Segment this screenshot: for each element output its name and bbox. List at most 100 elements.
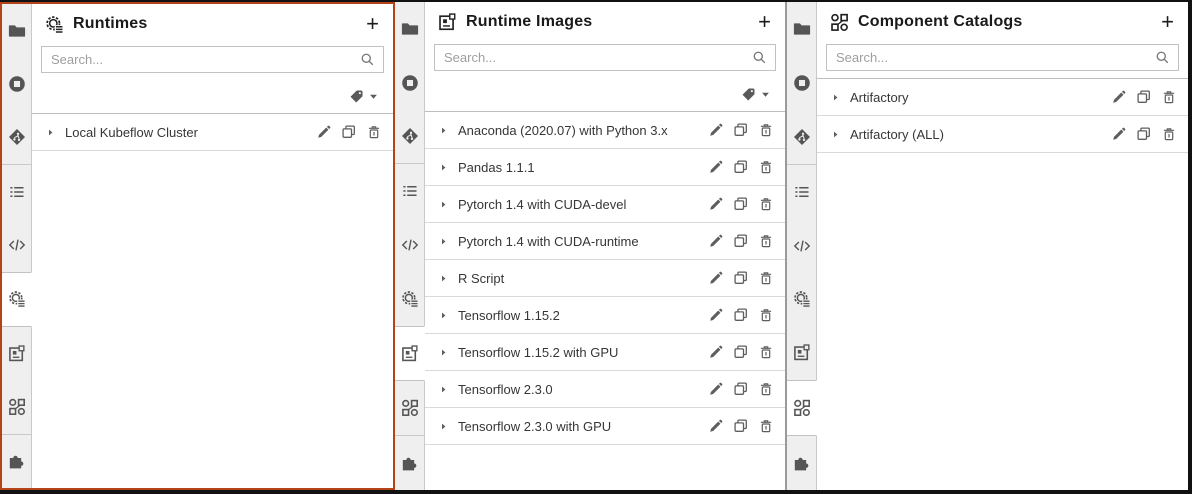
delete-icon[interactable]: [758, 344, 774, 360]
caret-right-icon[interactable]: [438, 347, 449, 358]
sidebar-tab-runtime-images[interactable]: [395, 325, 425, 382]
sidebar-tab-runtimes[interactable]: [2, 271, 32, 327]
add-button[interactable]: +: [758, 9, 771, 34]
list-item[interactable]: Tensorflow 2.3.0: [425, 371, 785, 408]
delete-icon[interactable]: [1161, 89, 1177, 105]
delete-icon[interactable]: [758, 381, 774, 397]
edit-icon[interactable]: [708, 344, 724, 360]
delete-icon[interactable]: [758, 159, 774, 175]
caret-right-icon[interactable]: [830, 92, 841, 103]
list-item[interactable]: Tensorflow 2.3.0 with GPU: [425, 408, 785, 445]
edit-icon[interactable]: [708, 307, 724, 323]
sidebar-tab-extensions[interactable]: [2, 434, 32, 488]
item-label: Tensorflow 2.3.0 with GPU: [458, 418, 612, 434]
tag-filter[interactable]: [32, 80, 393, 114]
item-label: Tensorflow 1.15.2: [458, 307, 560, 323]
duplicate-icon[interactable]: [733, 196, 749, 212]
sidebar-tab-git[interactable]: [395, 109, 425, 165]
add-button[interactable]: +: [1161, 9, 1174, 34]
edit-icon[interactable]: [708, 122, 724, 138]
edit-icon[interactable]: [708, 159, 724, 175]
sidebar-tab-code-snippets[interactable]: [395, 218, 425, 272]
list-item[interactable]: Pytorch 1.4 with CUDA-runtime: [425, 223, 785, 260]
sidebar-tab-code-snippets[interactable]: [787, 218, 817, 273]
duplicate-icon[interactable]: [733, 159, 749, 175]
duplicate-icon[interactable]: [1136, 89, 1152, 105]
list-item[interactable]: Pandas 1.1.1: [425, 149, 785, 186]
duplicate-icon[interactable]: [733, 233, 749, 249]
sidebar-tab-extensions[interactable]: [395, 436, 425, 490]
sidebar-tab-component-catalogs[interactable]: [787, 380, 817, 437]
sidebar-tab-runtime-images[interactable]: [787, 326, 817, 381]
caret-right-icon[interactable]: [438, 199, 449, 210]
caret-right-icon[interactable]: [438, 273, 449, 284]
sidebar-tab-running-sessions[interactable]: [395, 55, 425, 110]
duplicate-icon[interactable]: [733, 122, 749, 138]
sidebar-tab-code-snippets[interactable]: [2, 218, 32, 272]
duplicate-icon[interactable]: [341, 124, 357, 140]
edit-icon[interactable]: [708, 233, 724, 249]
caret-right-icon[interactable]: [438, 125, 449, 136]
duplicate-icon[interactable]: [733, 418, 749, 434]
sidebar-tab-runtime-images[interactable]: [2, 326, 32, 381]
search-input[interactable]: [434, 44, 776, 71]
list-item[interactable]: R Script: [425, 260, 785, 297]
sidebar-tab-table-of-contents[interactable]: [787, 164, 817, 219]
list-item[interactable]: Artifactory: [817, 79, 1188, 116]
list-item[interactable]: Tensorflow 1.15.2: [425, 297, 785, 334]
sidebar-tab-git[interactable]: [2, 110, 32, 165]
sidebar-tab-extensions[interactable]: [787, 436, 817, 490]
sidebar-tab-file-browser[interactable]: [395, 2, 425, 56]
delete-icon[interactable]: [758, 233, 774, 249]
delete-icon[interactable]: [758, 196, 774, 212]
edit-icon[interactable]: [708, 381, 724, 397]
list-item[interactable]: Local Kubeflow Cluster: [32, 114, 393, 151]
sidebar-tab-git[interactable]: [787, 109, 817, 165]
duplicate-icon[interactable]: [733, 270, 749, 286]
file-browser-icon: [8, 22, 26, 40]
edit-icon[interactable]: [708, 196, 724, 212]
caret-right-icon[interactable]: [438, 236, 449, 247]
caret-right-icon[interactable]: [438, 310, 449, 321]
delete-icon[interactable]: [366, 124, 382, 140]
list-item[interactable]: Anaconda (2020.07) with Python 3.x: [425, 112, 785, 149]
delete-icon[interactable]: [758, 307, 774, 323]
edit-icon[interactable]: [1111, 89, 1127, 105]
edit-icon[interactable]: [316, 124, 332, 140]
sidebar-tab-table-of-contents[interactable]: [395, 164, 425, 219]
caret-right-icon[interactable]: [45, 127, 56, 138]
duplicate-icon[interactable]: [1136, 126, 1152, 142]
sidebar-tab-table-of-contents[interactable]: [2, 164, 32, 219]
sidebar-tab-runtimes[interactable]: [395, 271, 425, 326]
caret-right-icon[interactable]: [438, 162, 449, 173]
edit-icon[interactable]: [1111, 126, 1127, 142]
duplicate-icon[interactable]: [733, 307, 749, 323]
sidebar-tab-runtimes[interactable]: [787, 272, 817, 327]
git-icon: [401, 127, 419, 145]
component-catalogs-icon: [793, 399, 811, 417]
sidebar-tab-file-browser[interactable]: [2, 4, 32, 58]
tag-filter[interactable]: [425, 78, 785, 112]
delete-icon[interactable]: [1161, 126, 1177, 142]
delete-icon[interactable]: [758, 418, 774, 434]
search-input[interactable]: [41, 46, 384, 73]
list-item[interactable]: Tensorflow 1.15.2 with GPU: [425, 334, 785, 371]
caret-right-icon[interactable]: [830, 129, 841, 140]
delete-icon[interactable]: [758, 270, 774, 286]
list-item[interactable]: Pytorch 1.4 with CUDA-devel: [425, 186, 785, 223]
sidebar-tab-file-browser[interactable]: [787, 2, 817, 56]
caret-right-icon[interactable]: [438, 421, 449, 432]
duplicate-icon[interactable]: [733, 381, 749, 397]
sidebar-tab-running-sessions[interactable]: [787, 55, 817, 110]
caret-right-icon[interactable]: [438, 384, 449, 395]
sidebar-tab-running-sessions[interactable]: [2, 57, 32, 111]
list-item[interactable]: Artifactory (ALL): [817, 116, 1188, 153]
delete-icon[interactable]: [758, 122, 774, 138]
edit-icon[interactable]: [708, 418, 724, 434]
search-input[interactable]: [826, 44, 1179, 71]
edit-icon[interactable]: [708, 270, 724, 286]
sidebar-tab-component-catalogs[interactable]: [2, 380, 32, 435]
duplicate-icon[interactable]: [733, 344, 749, 360]
add-button[interactable]: +: [366, 11, 379, 36]
sidebar-tab-component-catalogs[interactable]: [395, 381, 425, 437]
